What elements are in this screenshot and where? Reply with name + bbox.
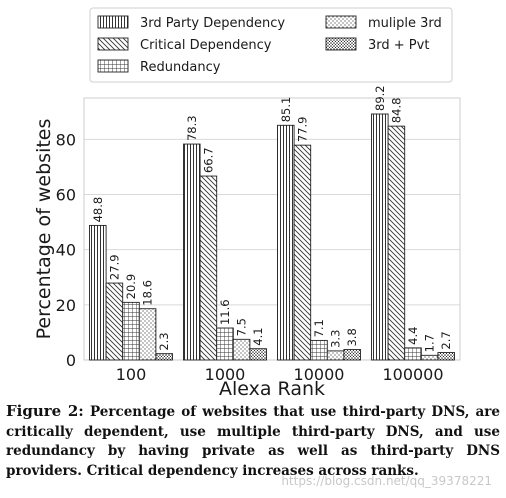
data-label: 85.1: [279, 97, 293, 123]
bar: [122, 301, 140, 361]
bar: [310, 339, 328, 361]
bar: [138, 308, 157, 361]
legend-label: Redundancy: [140, 60, 221, 75]
bar: [155, 353, 173, 361]
x-tick-label: 10000: [294, 365, 345, 384]
data-label: 3.3: [329, 330, 343, 348]
legend-swatch: [325, 15, 357, 29]
legend-frame: [89, 7, 453, 83]
bar: [343, 349, 361, 361]
data-label: 77.9: [295, 117, 309, 143]
y-tick-label: 80: [56, 130, 76, 149]
data-label: 2.3: [157, 332, 171, 350]
bar: [249, 348, 267, 361]
data-label: 66.7: [201, 147, 215, 173]
data-label: 20.9: [124, 274, 138, 300]
data-label: 1.7: [423, 334, 437, 352]
data-label: 27.9: [107, 254, 121, 280]
legend-label: 3rd Party Dependency: [140, 16, 285, 31]
data-label: 4.1: [251, 327, 265, 345]
x-axis: 100 1000 10000 100000: [116, 365, 444, 384]
bar: [199, 175, 218, 361]
bar: [277, 124, 295, 361]
bar: [216, 327, 234, 361]
x-tick-label: 100: [116, 365, 147, 384]
bar-chart: 0 20 40 60 80 48.8 27.920.9 18.6 2.3 78.366.7 11.…: [33, 7, 461, 400]
legend-swatch: [97, 59, 129, 73]
data-label: 2.7: [439, 331, 453, 349]
plot-frame: [83, 97, 461, 361]
y-axis-title: Percentage of websites: [33, 119, 55, 340]
legend-label: Critical Dependency: [140, 38, 272, 53]
bar: [371, 113, 389, 361]
data-label: 48.8: [91, 197, 105, 223]
bar: [420, 354, 439, 361]
legend-label: muliple 3rd: [368, 16, 442, 31]
data-label: 3.8: [345, 328, 359, 346]
legend-swatch: [97, 37, 129, 51]
x-axis-title: Alexa Rank: [219, 378, 325, 400]
data-labels: 48.8 27.920.9 18.6 2.3 78.366.7 11.67.54.1 85.…: [91, 85, 453, 352]
data-label: 7.1: [312, 319, 326, 337]
figure-caption: Figure 2: Percentage of websites that us…: [6, 402, 500, 481]
bar: [404, 347, 422, 361]
y-tick-label: 40: [56, 241, 76, 260]
data-label: 11.6: [218, 299, 232, 325]
bar: [232, 338, 251, 361]
watermark: https://blog.csdn.net/qq_39378221: [281, 474, 492, 488]
legend-swatch: [325, 37, 357, 51]
caption-label: Figure 2:: [6, 402, 84, 420]
y-axis: 0 20 40 60 80: [56, 130, 76, 370]
data-label: 18.6: [141, 280, 155, 306]
caption-text: Percentage of websites that use third-pa…: [6, 404, 501, 479]
bars: [89, 113, 455, 361]
bar: [183, 143, 201, 361]
x-tick-label: 100000: [382, 365, 443, 384]
legend: 3rd Party Dependency Critical Dependency R…: [89, 7, 453, 83]
y-tick-label: 0: [66, 351, 76, 370]
legend-swatch: [97, 15, 129, 29]
data-label: 4.4: [406, 327, 420, 345]
y-tick-label: 60: [56, 186, 76, 205]
bar: [437, 352, 455, 361]
bar: [387, 125, 406, 361]
bar: [89, 224, 107, 361]
data-label: 84.8: [389, 98, 403, 124]
bar: [326, 350, 345, 361]
x-tick-label: 1000: [205, 365, 246, 384]
data-label: 89.2: [373, 85, 387, 111]
bar: [293, 144, 312, 361]
y-tick-label: 20: [56, 296, 76, 315]
data-label: 7.5: [235, 318, 249, 336]
bar: [105, 282, 124, 361]
data-label: 78.3: [185, 115, 199, 141]
legend-label: 3rd + Pvt: [368, 38, 429, 53]
